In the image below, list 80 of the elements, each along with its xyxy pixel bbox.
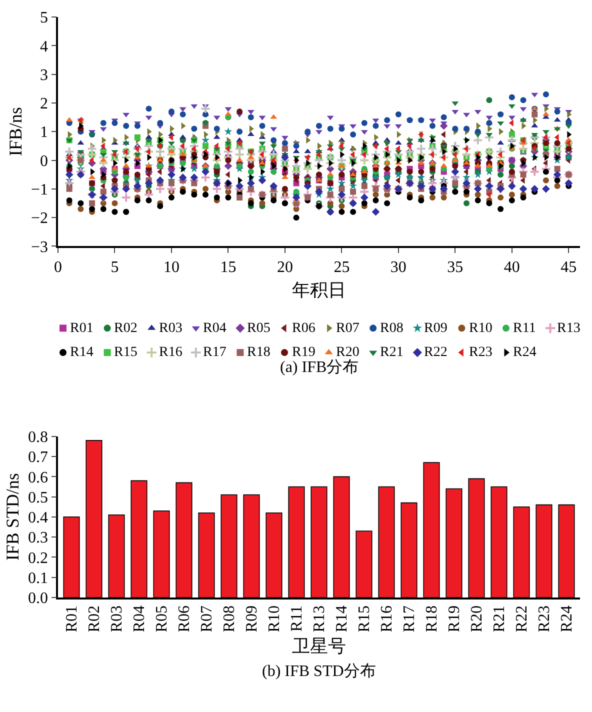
legend-label: R20 [336, 345, 360, 360]
x-tick-label: 5 [110, 259, 119, 276]
x-tick-label: R24 [558, 606, 576, 632]
x-axis-title: 年积日 [292, 280, 346, 300]
legend-label: R11 [513, 321, 536, 336]
x-axis-title: 卫星号 [292, 636, 346, 656]
x-tick-label: R13 [311, 606, 328, 632]
y-tick-label: 0.3 [28, 530, 48, 547]
legend-label: R09 [424, 321, 448, 336]
x-tick-label: 20 [276, 259, 293, 276]
x-tick-label: R16 [378, 606, 396, 632]
y-tick-label: 0.7 [28, 449, 48, 466]
x-tick-label: R11 [288, 606, 306, 632]
y-tick-label: −2 [31, 210, 48, 228]
legend-label: R10 [469, 321, 492, 336]
legend-label: R03 [159, 321, 182, 336]
y-tick-label: 0.5 [28, 489, 48, 506]
y-tick-label: 4 [40, 38, 48, 56]
x-tick-label: R07 [198, 606, 216, 632]
x-tick-label: 35 [447, 259, 464, 276]
legend-label: R02 [114, 321, 138, 336]
x-tick-label: R04 [131, 606, 148, 632]
y-tick-label: 2 [40, 96, 48, 113]
legend-label: R07 [336, 321, 360, 336]
x-tick-label: R22 [514, 606, 531, 632]
y-tick-label: 0.2 [28, 550, 48, 567]
legend-label: R17 [203, 345, 226, 360]
y-tick-label: 0.0 [28, 590, 48, 607]
x-tick-label: 15 [220, 259, 236, 276]
legend-label: R08 [380, 321, 404, 336]
legend-label: R18 [247, 345, 270, 360]
legend-label: R04 [203, 321, 226, 336]
x-tick-label: R09 [244, 606, 261, 632]
y-tick-label: 0.8 [28, 429, 48, 446]
y-tick-label: 0 [40, 152, 48, 170]
x-tick-label: 0 [54, 259, 62, 276]
x-tick-label: R21 [491, 606, 508, 632]
legend-label: R06 [292, 321, 316, 336]
legend-label: R23 [469, 345, 492, 360]
legend-label: R24 [513, 345, 536, 360]
y-tick-label: −1 [31, 182, 48, 199]
y-tick-label: 5 [40, 10, 48, 27]
y-tick-label: 0.6 [28, 469, 48, 486]
x-tick-label: 40 [504, 259, 520, 276]
x-tick-label: R20 [468, 606, 486, 632]
x-tick-label: R03 [108, 606, 126, 632]
y-tick-label: 3 [40, 66, 48, 84]
y-tick-label: 0.4 [28, 510, 48, 527]
legend-label: R22 [424, 345, 448, 360]
text: (b) IFB STD分布 [262, 663, 376, 680]
x-tick-label: R14 [334, 606, 351, 632]
y-tick-label: −3 [31, 238, 48, 256]
x-tick-label: R02 [86, 606, 104, 632]
y-axis-title: IFB STD/ns [2, 473, 23, 561]
legend-label: R05 [247, 321, 270, 336]
x-tick-label: 30 [390, 259, 406, 276]
x-tick-label: R08 [221, 606, 238, 632]
x-tick-label: 45 [560, 259, 577, 276]
y-tick-label: 1 [40, 124, 48, 142]
x-tick-label: 25 [334, 259, 350, 276]
y-axis-title: IFB/ns [6, 107, 26, 156]
text: (a) IFB分布 [280, 359, 359, 376]
legend-label: R15 [114, 345, 138, 360]
legend-label: R19 [292, 345, 316, 360]
x-tick-label: R06 [176, 606, 194, 632]
x-tick-label: R15 [356, 606, 374, 632]
legend-label: R13 [557, 321, 580, 336]
legend-label: R16 [159, 345, 182, 360]
x-tick-label: R05 [154, 606, 171, 632]
x-tick-label: R01 [64, 606, 81, 632]
x-tick-label: R19 [446, 606, 464, 632]
legend-label: R01 [70, 321, 94, 336]
legend-label: R21 [380, 345, 404, 360]
x-tick-label: R17 [401, 606, 418, 632]
x-tick-label: R23 [536, 606, 554, 632]
x-tick-label: R18 [424, 606, 441, 632]
x-tick-label: 10 [163, 259, 180, 276]
legend-label: R14 [70, 345, 94, 360]
y-tick-label: 0.1 [28, 570, 48, 587]
x-tick-label: R10 [266, 606, 284, 632]
